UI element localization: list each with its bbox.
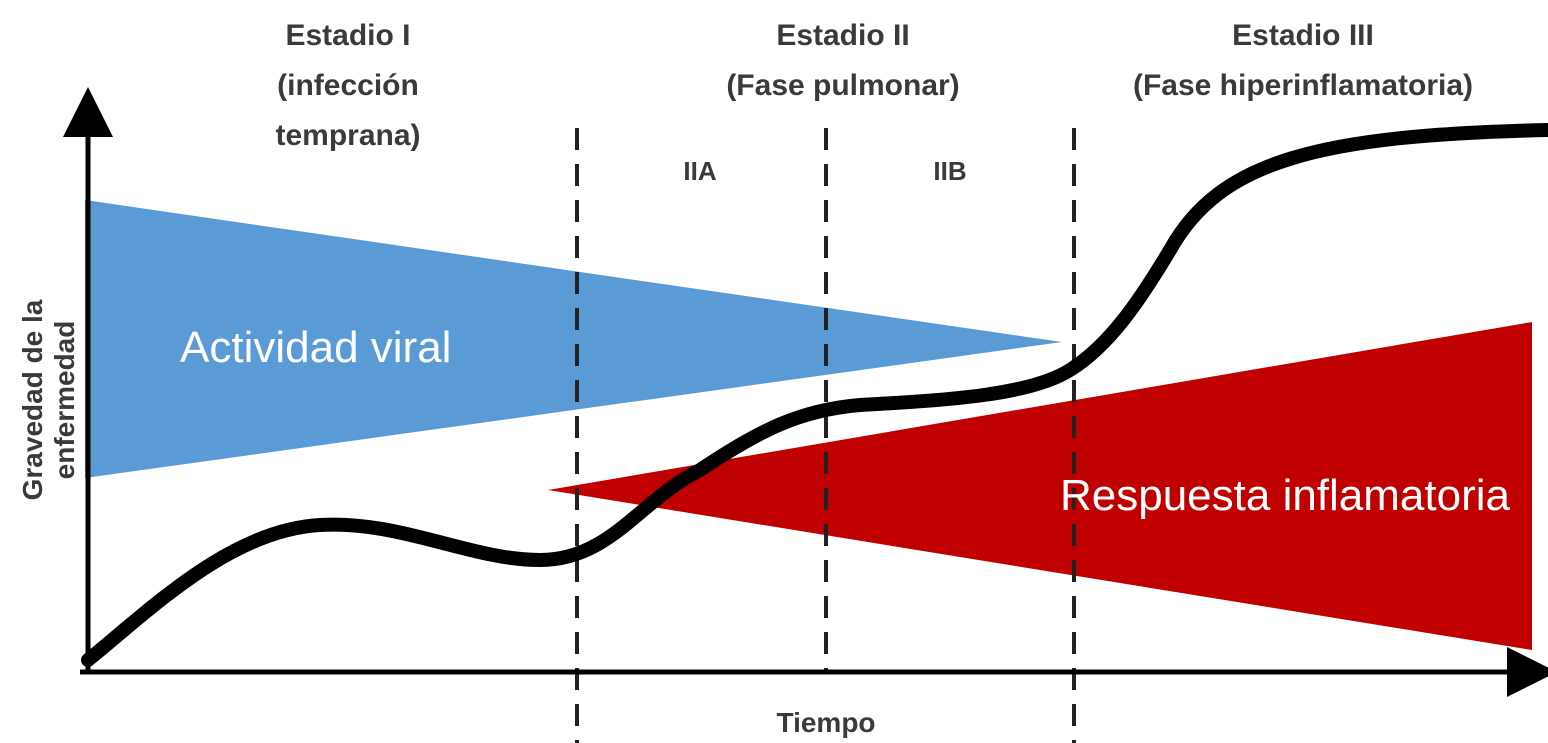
substage-iib-label: IIB [933,156,966,186]
substage-iia-label: IIA [683,156,716,186]
stage3-title: Estadio III [1232,19,1374,52]
inflammatory-response-label: Respuesta inflamatoria [1060,471,1511,520]
x-axis-label: Tiempo [776,707,875,738]
y-axis-label-line2: enfermedad [49,321,80,480]
stage2-desc: (Fase pulmonar) [726,69,959,102]
viral-activity-label: Actividad viral [180,323,451,372]
stage1-desc-line2: temprana) [275,119,420,152]
stage1-desc-line1: (infección [277,69,419,102]
viral-activity-region [85,200,1062,478]
stage1-title: Estadio I [285,19,410,52]
severity-curve [81,123,1548,667]
stage3-desc: (Fase hiperinflamatoria) [1133,69,1473,102]
y-axis-label-line1: Gravedad de la [17,299,48,500]
inflammatory-response-region [548,322,1532,650]
stage2-title: Estadio II [776,19,909,52]
